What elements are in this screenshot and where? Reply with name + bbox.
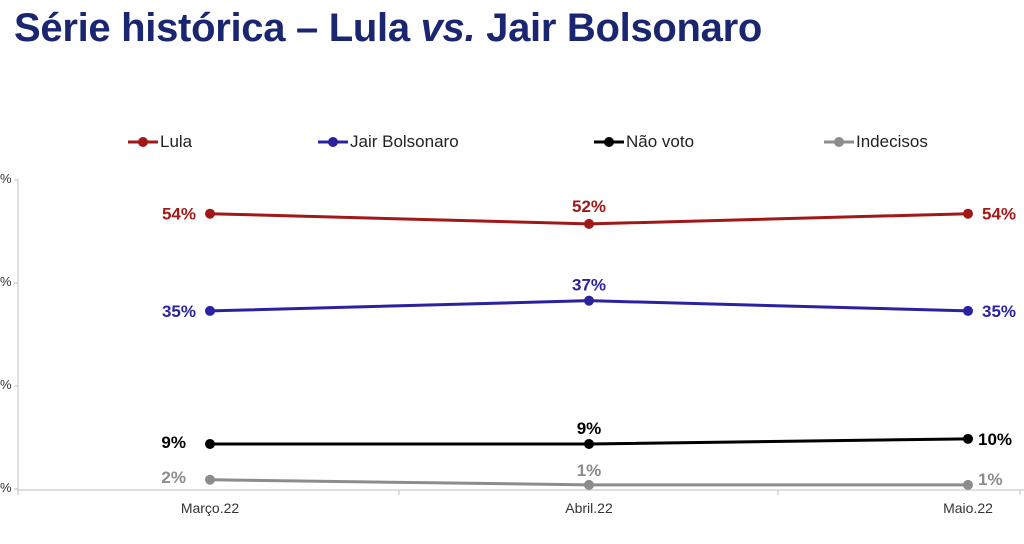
legend-item-nao-voto: Não voto	[594, 130, 694, 154]
data-label-indecisos: 1%	[577, 461, 602, 480]
legend-marker-icon	[318, 137, 348, 147]
y-tick-label: %	[0, 171, 12, 186]
legend-item-jair-bolsonaro: Jair Bolsonaro	[318, 130, 459, 154]
x-tick-label-maio-22: Maio.22	[943, 500, 993, 516]
legend-label: Jair Bolsonaro	[350, 132, 459, 151]
legend-marker-icon	[128, 137, 158, 147]
y-tick-label: %	[0, 274, 12, 289]
chart-legend: Lula Jair Bolsonaro Não voto Indecisos	[0, 130, 1024, 154]
y-tick-label: %	[0, 377, 12, 392]
data-label-nao-voto: 9%	[161, 433, 186, 452]
data-point-lula	[584, 218, 594, 229]
data-label-jair-bolsonaro: 35%	[982, 302, 1016, 321]
data-point-lula	[205, 208, 215, 219]
legend-item-lula: Lula	[128, 130, 192, 154]
data-point-nao-voto	[963, 433, 973, 444]
data-point-indecisos	[963, 479, 973, 490]
data-label-nao-voto: 9%	[577, 419, 602, 438]
data-label-indecisos: 2%	[161, 468, 186, 487]
title-part-3: Jair Bolsonaro	[475, 6, 763, 50]
legend-marker-icon	[594, 137, 624, 147]
data-label-lula: 54%	[982, 205, 1016, 224]
data-point-lula	[963, 208, 973, 219]
x-tick-label-abril-22: Abril.22	[565, 500, 613, 516]
legend-label: Não voto	[626, 132, 695, 151]
data-label-nao-voto: 10%	[978, 430, 1012, 449]
page-title: Série histórica – Lula vs. Jair Bolsonar…	[14, 6, 762, 51]
data-label-indecisos: 1%	[978, 470, 1003, 489]
data-point-nao-voto	[205, 438, 215, 449]
legend-item-indecisos: Indecisos	[824, 130, 928, 154]
legend-label: Indecisos	[856, 132, 928, 151]
data-label-lula: 54%	[162, 205, 196, 224]
data-point-indecisos	[584, 479, 594, 490]
data-point-indecisos	[205, 474, 215, 485]
legend-label: Lula	[160, 132, 193, 151]
data-label-jair-bolsonaro: 35%	[162, 302, 196, 321]
data-point-jair-bolsonaro	[963, 305, 973, 316]
data-point-jair-bolsonaro	[205, 305, 215, 316]
title-part-1: Série histórica – Lula	[14, 6, 421, 50]
data-label-lula: 52%	[572, 197, 606, 216]
data-point-nao-voto	[584, 438, 594, 449]
title-part-vs: vs.	[420, 6, 476, 50]
legend-marker-icon	[824, 137, 854, 147]
data-label-jair-bolsonaro: 37%	[572, 276, 606, 295]
y-tick-label: %	[0, 480, 12, 495]
x-tick-label-marco-22: Março.22	[181, 500, 240, 516]
data-point-jair-bolsonaro	[584, 295, 594, 306]
